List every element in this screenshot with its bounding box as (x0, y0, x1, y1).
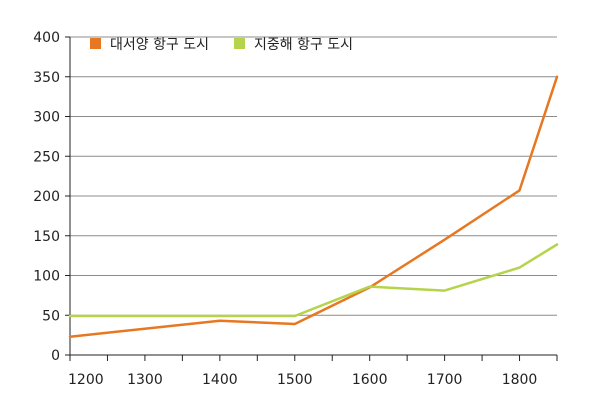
axes: 0 50 100 150 200 250 300 350 400 1200 1300 1400 1500… (33, 30, 558, 388)
x-tick-label: 1600 (352, 372, 388, 388)
y-tick-label: 200 (33, 189, 60, 205)
y-tick-label: 0 (51, 348, 60, 364)
legend-label-1: 지중해 항구 도시 (254, 37, 353, 53)
x-tick-label: 1400 (202, 372, 238, 388)
legend: 대서양 항구 도시 지중해 항구 도시 (90, 37, 353, 53)
x-tick-label: 1800 (502, 372, 538, 388)
grid (70, 36, 557, 316)
series-line-1 (68, 243, 559, 318)
x-tick-label: 1300 (127, 372, 163, 388)
y-tick-label: 350 (33, 70, 60, 86)
legend-swatch-0 (90, 38, 101, 49)
legend-swatch-1 (234, 38, 245, 49)
y-tick-label: 250 (33, 149, 60, 165)
y-tick-label: 150 (33, 229, 60, 245)
y-tick-label: 50 (42, 308, 60, 324)
x-tick-label: 1700 (427, 372, 463, 388)
series-lines (68, 75, 559, 338)
x-tick-label: 1200 (68, 372, 104, 388)
x-tick-label: 1500 (277, 372, 313, 388)
series-line-0 (68, 75, 559, 338)
y-tick-label: 300 (33, 110, 60, 126)
y-tick-label: 400 (33, 30, 60, 46)
legend-label-0: 대서양 항구 도시 (110, 37, 209, 53)
y-tick-label: 100 (33, 269, 60, 285)
